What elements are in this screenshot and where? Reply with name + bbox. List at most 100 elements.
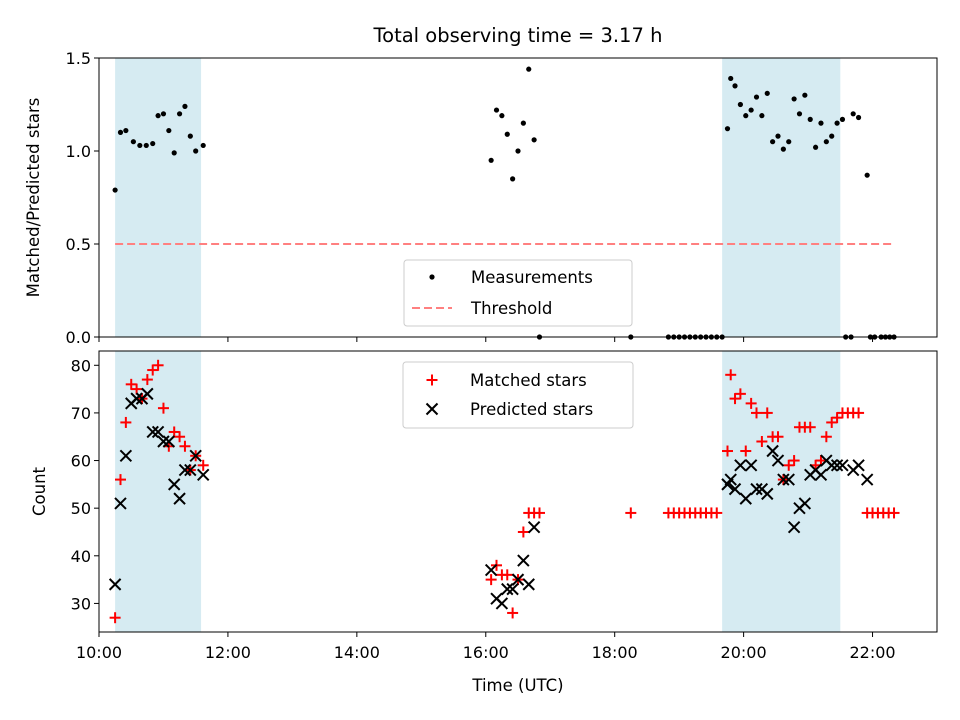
predicted-star-point-b <box>734 459 747 472</box>
predicted-star-point-b <box>852 459 865 472</box>
predicted-star-point <box>750 482 763 496</box>
predicted-star-point-b <box>157 435 170 448</box>
predicted-star-point <box>836 459 849 472</box>
legend-marker-matched <box>426 374 438 386</box>
predicted-star-point-b <box>162 435 176 448</box>
observing-window-shade <box>722 58 841 337</box>
predicted-star-point-b <box>830 459 844 472</box>
predicted-star-point <box>511 573 525 586</box>
predicted-star-point-b <box>771 454 785 467</box>
matched-star-point <box>725 369 737 381</box>
predicted-star-point-b <box>130 392 143 405</box>
measurement-point <box>737 101 743 108</box>
matched-star-point <box>120 416 132 428</box>
predicted-star-point <box>766 444 779 458</box>
observing-window-shade <box>722 351 841 632</box>
legend-label: Predicted stars <box>470 400 593 419</box>
y-tick-label: 1.5 <box>66 49 91 68</box>
predicted-star-point <box>739 492 752 505</box>
matched-star-point <box>772 431 784 443</box>
predicted-star-point-b <box>761 487 774 501</box>
measurement-point <box>515 148 521 154</box>
predicted-star-point <box>506 582 519 596</box>
measurement-point <box>775 133 781 139</box>
predicted-star-point <box>852 459 865 472</box>
x-tick-label: 10:00 <box>76 643 122 662</box>
predicted-star-point-b <box>146 425 159 439</box>
predicted-star-point-b <box>517 554 530 567</box>
predicted-star-point-b <box>825 459 838 472</box>
legend-marker-measurements <box>429 274 435 280</box>
measurement-point <box>130 139 136 145</box>
predicted-star-point <box>184 463 197 477</box>
predicted-star-point <box>527 521 541 534</box>
measurement-point <box>150 140 156 147</box>
legend-label: Threshold <box>470 299 552 318</box>
predicted-star-point <box>522 578 535 591</box>
matched-star-point <box>507 607 519 619</box>
measurement-point <box>855 114 862 121</box>
predicted-star-point <box>860 473 874 486</box>
matched-star-point <box>131 383 143 395</box>
y-tick-label: 0.5 <box>66 235 91 254</box>
measurement-point <box>510 176 516 182</box>
predicted-star-point-b <box>484 563 498 577</box>
legend: Measurements Threshold <box>403 259 633 327</box>
legend-label: Matched stars <box>470 371 587 390</box>
legend-label: Measurements <box>471 268 593 287</box>
x-axis-label: Time (UTC) <box>471 676 563 695</box>
predicted-star-point-b <box>511 573 525 586</box>
measurement-point <box>753 94 760 100</box>
predicted-star-point <box>728 482 742 496</box>
matched-star-point <box>783 459 795 471</box>
measurement-point <box>176 111 183 117</box>
predicted-star-point <box>484 563 498 577</box>
measurement-point <box>839 116 846 122</box>
y-tick-label: 50 <box>71 499 91 518</box>
predicted-star-point-b <box>728 482 742 496</box>
measurement-point <box>493 107 500 113</box>
matched-star-point <box>804 421 816 433</box>
predicted-star-point <box>108 578 122 591</box>
panel-ratio: 0.0 0.5 1.0 1.5 Total observing time = 3.17 … <box>24 24 938 347</box>
measurement-point <box>802 92 808 98</box>
measurement-point <box>834 120 840 126</box>
predicted-star-point-b <box>766 444 779 458</box>
measurement-point <box>807 116 813 122</box>
measurement-point <box>526 66 532 72</box>
predicted-star-point <box>761 487 774 501</box>
measurement-point <box>759 113 765 119</box>
predicted-star-point-b <box>495 597 509 610</box>
matched-star-point <box>761 407 773 419</box>
measurement-point <box>829 133 835 139</box>
x-tick-label: 14:00 <box>334 643 380 662</box>
predicted-star-point <box>114 497 127 510</box>
matched-star-point <box>788 455 800 467</box>
predicted-star-point-b <box>814 468 828 482</box>
measurement-point <box>160 111 167 117</box>
legend-box <box>403 259 633 327</box>
predicted-star-point <box>197 468 210 482</box>
legend-box <box>402 361 634 429</box>
measurement-point <box>791 96 797 102</box>
matched-star-point <box>147 364 159 376</box>
matched-star-point <box>815 455 827 467</box>
predicted-star-point <box>157 435 170 448</box>
predicted-star-point <box>825 459 838 472</box>
y-tick-label: 1.0 <box>66 142 91 161</box>
y-tick-label: 0.0 <box>66 328 91 347</box>
measurement-point <box>171 150 177 156</box>
predicted-star-point-b <box>173 492 186 505</box>
matched-star-point <box>109 612 121 624</box>
chart-title: Total observing time = 3.17 h <box>373 24 663 47</box>
matched-star-point <box>820 431 832 443</box>
predicted-star-point <box>189 449 202 462</box>
measurement-point <box>200 142 206 149</box>
predicted-star-point-b <box>744 459 758 472</box>
matched-star-point <box>826 416 838 428</box>
y-tick-label: 30 <box>71 594 91 613</box>
matched-star-point <box>517 526 529 538</box>
x-tick-label: 20:00 <box>721 643 767 662</box>
measurement-point <box>850 111 856 117</box>
predicted-star-point-b <box>860 473 874 486</box>
